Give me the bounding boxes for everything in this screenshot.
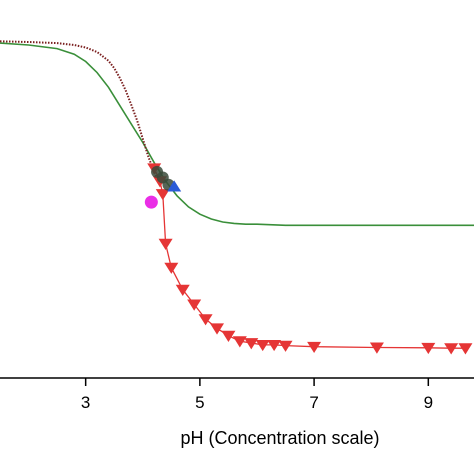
red-triangle-point	[210, 323, 225, 335]
x-axis-title: pH (Concentration scale)	[180, 428, 379, 448]
x-axis-ticks: 3 5 7 9	[81, 378, 433, 412]
red-triangle-point	[158, 238, 173, 250]
red-triangle-point	[155, 189, 170, 201]
red-triangle-point	[369, 342, 384, 354]
red-triangle-point	[307, 341, 322, 354]
red-triangle-point	[421, 342, 436, 355]
red-triangle-point	[175, 284, 190, 296]
red-triangle-point	[164, 262, 179, 274]
red-triangle-point	[221, 330, 236, 342]
x-tick-label: 7	[309, 393, 318, 412]
series-line-green	[0, 42, 474, 227]
red-triangle-point	[232, 336, 247, 348]
x-tick-label: 5	[195, 393, 204, 412]
magenta-circle-point	[144, 195, 158, 209]
x-tick-label: 3	[81, 393, 90, 412]
red-triangle-point	[255, 339, 270, 352]
series-line-maroon-dotted	[0, 40, 161, 186]
x-tick-label: 9	[424, 393, 433, 412]
red-triangle-point	[267, 339, 282, 352]
red-triangle-point	[198, 314, 213, 326]
plot-area	[0, 40, 474, 355]
blue-triangle-point	[167, 180, 182, 192]
red-triangle-point	[187, 299, 202, 311]
red-triangle-point	[444, 343, 459, 355]
red-triangle-point	[244, 338, 259, 350]
series-line-red	[153, 167, 466, 349]
red-triangle-point	[278, 340, 293, 352]
red-triangle-point	[458, 343, 473, 355]
